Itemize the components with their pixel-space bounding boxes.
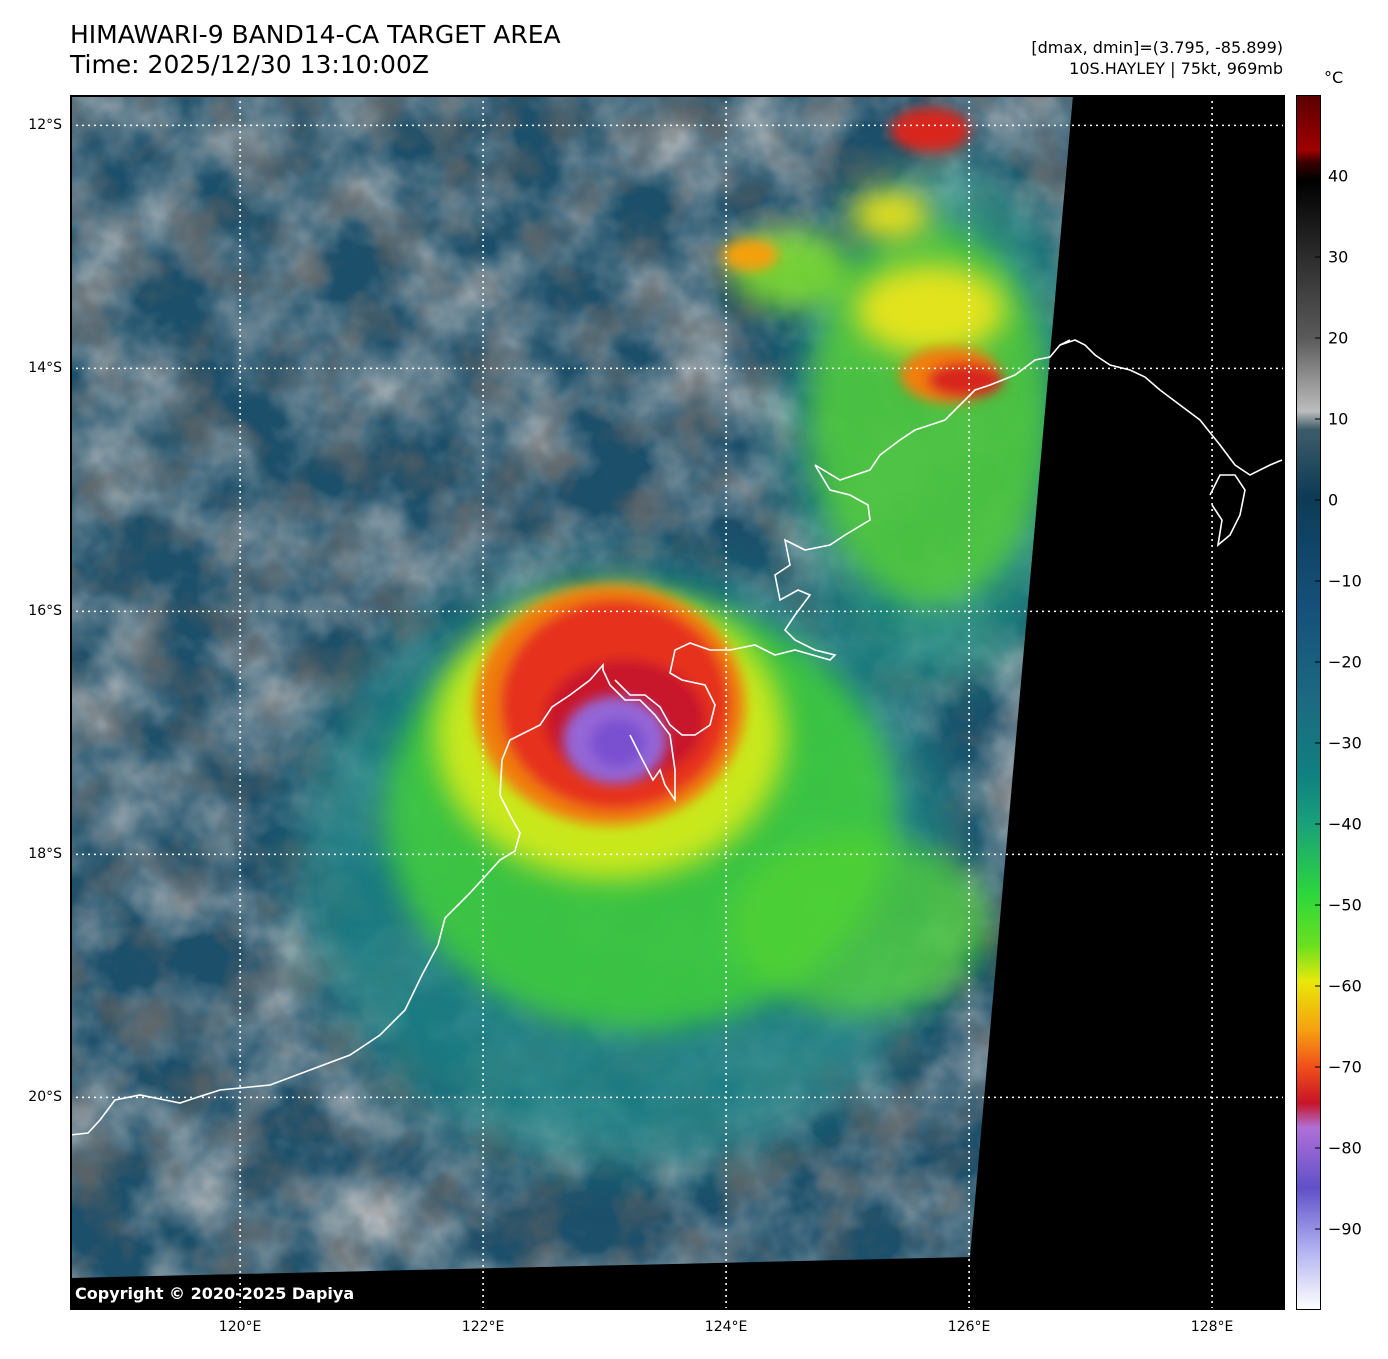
- latitude-label: 12°S: [28, 117, 62, 134]
- storm-info-text: 10S.HAYLEY | 75kt, 969mb: [1069, 59, 1283, 78]
- colorbar-tick-label: −60: [1328, 976, 1362, 996]
- longitude-label: 122°E: [461, 1319, 505, 1335]
- colorbar-tick-label: 10: [1328, 409, 1349, 429]
- longitude-label: 124°E: [704, 1319, 748, 1335]
- colorbar-tick-label: 20: [1328, 328, 1349, 348]
- longitude-label: 126°E: [947, 1319, 991, 1335]
- colorbar-tick-label: 40: [1328, 166, 1349, 186]
- data-range-text: [dmax, dmin]=(3.795, -85.899): [1031, 38, 1283, 57]
- colorbar-tick-label: 30: [1328, 247, 1349, 267]
- satellite-map: [70, 95, 1285, 1310]
- colorbar-tick-label: −20: [1328, 652, 1362, 672]
- coastline: [70, 339, 1283, 1136]
- colorbar-tick-label: −10: [1328, 571, 1362, 591]
- colorbar: [1296, 95, 1321, 1310]
- colorbar-tick-label: −40: [1328, 814, 1362, 834]
- colorbar-tick-label: −90: [1328, 1219, 1362, 1239]
- map-frame: [70, 95, 1285, 1310]
- colorbar-tick-label: −70: [1328, 1057, 1362, 1077]
- latitude-label: 20°S: [28, 1089, 62, 1106]
- colorbar-tick-label: −50: [1328, 895, 1362, 915]
- colorbar-tick-label: −30: [1328, 733, 1362, 753]
- graticule: [70, 95, 1285, 1310]
- latitude-label: 14°S: [28, 360, 62, 377]
- colorbar-tick-label: −80: [1328, 1138, 1362, 1158]
- imagery-layer: [70, 95, 1073, 1278]
- title-line-1: HIMAWARI-9 BAND14-CA TARGET AREA: [70, 20, 561, 49]
- latitude-label: 16°S: [28, 603, 62, 620]
- colorbar-unit: °C: [1324, 68, 1344, 87]
- title-line-2: Time: 2025/12/30 13:10:00Z: [70, 50, 429, 79]
- colorbar-tick-label: 0: [1328, 490, 1339, 510]
- longitude-label: 120°E: [218, 1319, 262, 1335]
- copyright-text: Copyright © 2020-2025 Dapiya: [75, 1284, 355, 1303]
- colorbar-ticks: [1315, 175, 1321, 1230]
- longitude-label: 128°E: [1190, 1319, 1234, 1335]
- latitude-label: 18°S: [28, 846, 62, 863]
